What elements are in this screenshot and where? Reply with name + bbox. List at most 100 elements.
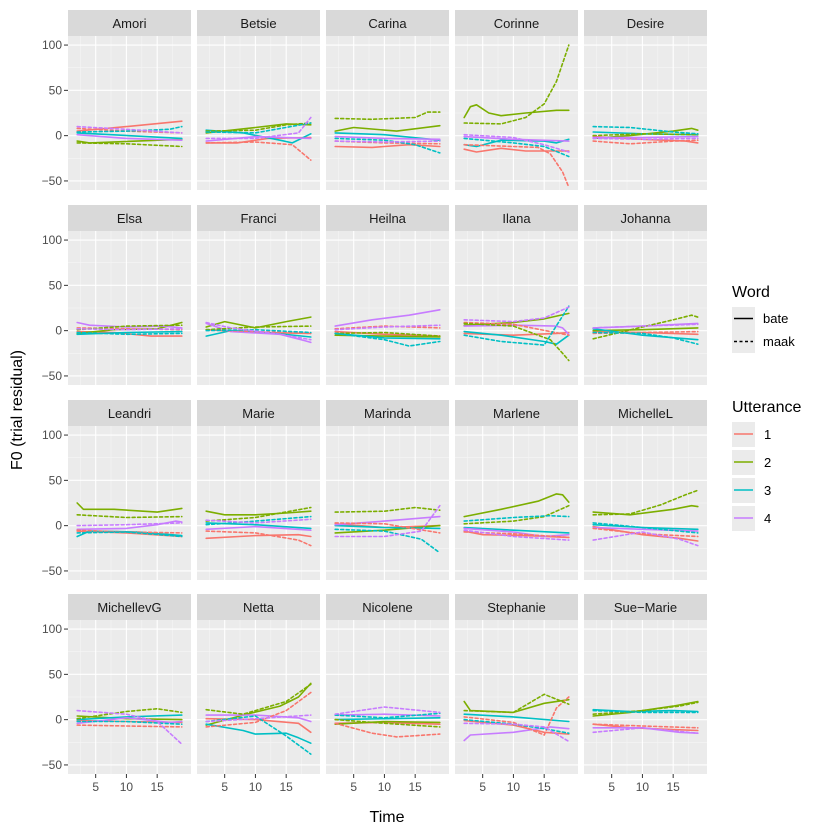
series-line-utt1-maak xyxy=(463,696,570,736)
series-line-utt4-maak xyxy=(334,706,441,715)
legend-utterance-title: Utterance xyxy=(732,399,801,416)
facet-strip-label: Marie xyxy=(242,406,275,421)
y-tick-label: 100 xyxy=(42,428,62,442)
facet-strip xyxy=(455,400,578,426)
x-tick-label: 10 xyxy=(249,780,263,794)
series-line-utt2-maak xyxy=(463,322,570,362)
series-line-utt3-maak xyxy=(76,331,183,336)
series-line-utt3-maak xyxy=(334,137,441,154)
facet-nicolene: Nicolene xyxy=(326,594,449,774)
x-tick-label: 15 xyxy=(537,780,551,794)
series-line-utt4-bate xyxy=(76,133,183,141)
series-line-utt4-maak xyxy=(76,328,183,331)
y-tick-label: 0 xyxy=(55,519,62,533)
series-line-utt2-maak xyxy=(205,683,312,715)
series-line-utt1-maak xyxy=(592,527,699,538)
y-tick-label: −50 xyxy=(42,564,63,578)
series-line-utt4-bate xyxy=(334,309,441,327)
facet-strip-label: Betsie xyxy=(240,16,276,31)
legend-word-title: Word xyxy=(732,284,770,301)
series-line-utt3-maak xyxy=(205,715,312,755)
series-line-utt2-maak xyxy=(76,708,183,720)
series-line-utt3-bate xyxy=(205,723,312,744)
x-tick-label: 5 xyxy=(608,780,615,794)
facet-amori: Amori xyxy=(68,10,191,190)
facet-strip xyxy=(68,10,191,36)
series-line-utt3-maak xyxy=(205,122,312,134)
series-line-utt2-bate xyxy=(334,524,441,534)
x-tick-label: 15 xyxy=(150,780,164,794)
series-line-utt4-bate xyxy=(463,527,570,538)
legend-label-bate: bate xyxy=(763,311,788,326)
series-line-utt3-maak xyxy=(205,328,312,334)
facet-strip xyxy=(584,205,707,231)
facet-strip-label: Amori xyxy=(113,16,147,31)
y-tick-label: −50 xyxy=(42,174,63,188)
series-line-utt4-bate xyxy=(205,135,312,142)
legend-word-keys: bate maak xyxy=(732,307,795,353)
series-line-utt2-maak xyxy=(205,506,312,522)
legend-key-bg xyxy=(732,330,755,353)
facet-strip-label: Franci xyxy=(240,211,276,226)
series-line-utt3-bate xyxy=(334,717,441,721)
series-line-utt3-bate xyxy=(76,714,183,721)
legend-label-utt-3: 3 xyxy=(764,483,771,498)
series-line-utt4-maak xyxy=(205,518,312,524)
facet-strip xyxy=(455,594,578,620)
facet-marie: Marie xyxy=(197,400,320,580)
series-line-utt1-bate xyxy=(205,533,312,540)
series-line-utt3-maak xyxy=(76,125,183,133)
series-line-utt3-maak xyxy=(463,137,570,158)
facet-strip xyxy=(584,594,707,620)
series-line-utt2-maak xyxy=(205,325,312,331)
series-line-utt4-maak xyxy=(205,321,312,341)
series-line-utt4-maak xyxy=(334,324,441,331)
series-line-utt2-bate xyxy=(76,502,183,513)
series-line-utt2-bate xyxy=(205,316,312,329)
y-tick-label: 50 xyxy=(49,473,63,487)
series-line-utt2-maak xyxy=(592,314,699,340)
x-axis-ticks: 5 10 15 5 10 15 5 10 15 5 10 15 5 10 15 xyxy=(92,774,680,794)
series-line-utt4-maak xyxy=(592,531,699,547)
facet-strip-label: Nicolene xyxy=(362,600,413,615)
y-axis-title: F0 (trial residual) xyxy=(9,350,26,470)
series-line-utt3-maak xyxy=(463,514,570,522)
legend-label-utt-4: 4 xyxy=(764,511,771,526)
y-tick-label: 0 xyxy=(55,129,62,143)
y-tick-label: 50 xyxy=(49,278,63,292)
series-line-utt4-bate xyxy=(334,713,441,717)
legend-label-utt-1: 1 xyxy=(764,427,771,442)
facet-strip-label: Netta xyxy=(243,600,275,615)
series-line-utt3-maak xyxy=(76,720,183,725)
series-line-utt2-maak xyxy=(463,44,570,125)
series-line-utt2-maak xyxy=(76,514,183,519)
series-line-utt3-bate xyxy=(463,526,570,534)
x-tick-label: 5 xyxy=(350,780,357,794)
legend-utterance-keys: 1 2 3 4 xyxy=(732,422,771,531)
facet-franci: Franci xyxy=(197,205,320,385)
facet-michellevg: MichellevG xyxy=(68,594,191,774)
series-line-utt4-maak xyxy=(334,504,441,538)
facet-betsie: Betsie xyxy=(197,10,320,190)
facet-strip xyxy=(584,400,707,426)
y-tick-label: 100 xyxy=(42,38,62,52)
series-line-utt2-maak xyxy=(334,111,441,121)
x-tick-label: 15 xyxy=(279,780,293,794)
facet-strip-label: Carina xyxy=(368,16,407,31)
series-line-utt1-maak xyxy=(463,143,570,189)
series-line-utt1-maak xyxy=(205,530,312,547)
y-tick-label: 50 xyxy=(49,667,63,681)
x-tick-label: 15 xyxy=(408,780,422,794)
series-line-utt4-maak xyxy=(76,522,183,527)
facet-strip xyxy=(584,10,707,36)
series-line-utt2-bate xyxy=(334,720,441,725)
series-line-utt3-maak xyxy=(592,331,699,345)
series-line-utt4-bate xyxy=(205,525,312,531)
series-line-utt2-maak xyxy=(334,331,441,337)
facet-strip xyxy=(197,205,320,231)
series-line-utt3-maak xyxy=(205,515,312,526)
facet-strip-label: Corinne xyxy=(494,16,540,31)
facet-michellel: MichelleL xyxy=(584,400,707,580)
x-tick-label: 10 xyxy=(378,780,392,794)
series-line-utt1-maak xyxy=(334,522,441,534)
